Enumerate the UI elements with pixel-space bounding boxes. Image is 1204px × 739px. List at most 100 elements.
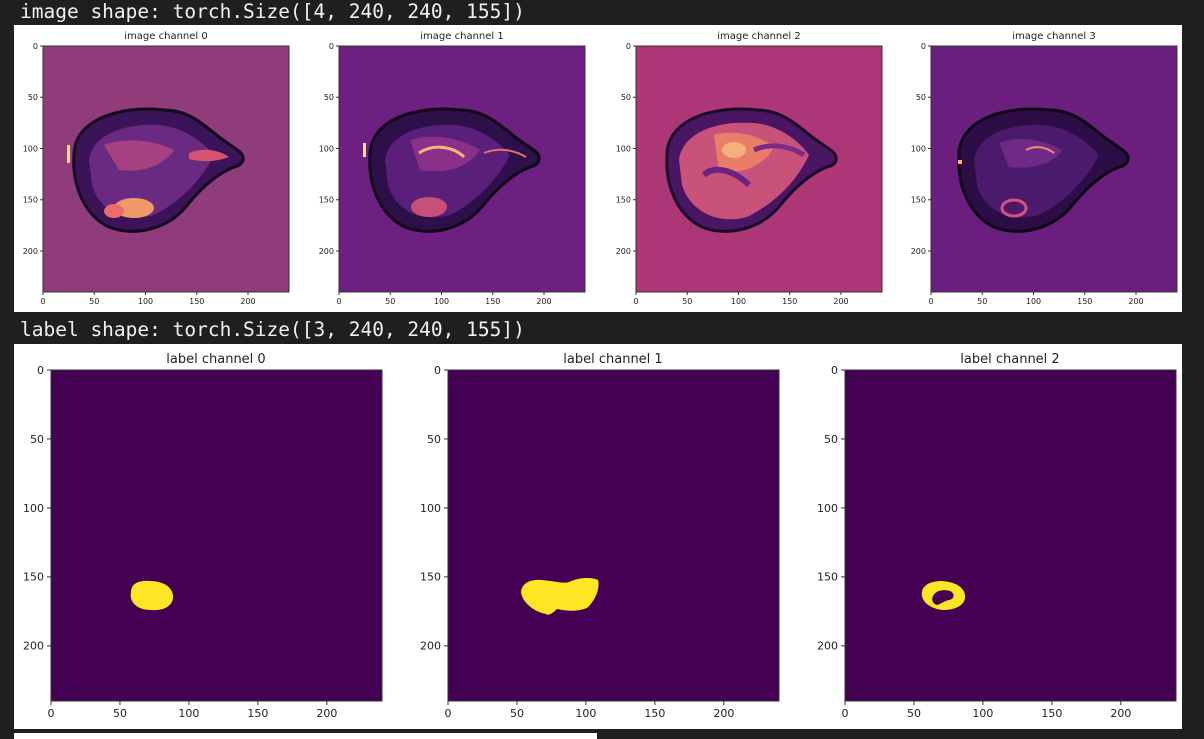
x-tick-label: 100 (575, 707, 596, 720)
x-tick-label: 100 (731, 297, 746, 306)
tumor-mask (130, 580, 174, 611)
x-tick-label: 200 (536, 297, 551, 306)
y-tick-label: 100 (420, 502, 441, 515)
x-tick-label: 100 (178, 707, 199, 720)
y-tick-label: 50 (916, 93, 926, 102)
brain-slice (67, 107, 245, 233)
y-tick-label: 0 (626, 42, 631, 51)
y-tick-label: 200 (23, 247, 38, 256)
image-panel-title: image channel 2 (717, 31, 800, 42)
image-panel-1: image channel 1 (338, 31, 586, 293)
x-tick-label: 150 (1077, 297, 1092, 306)
brain-slice (363, 107, 541, 233)
y-tick-label: 50 (30, 433, 44, 446)
label-background (845, 370, 1176, 701)
x-tick-label: 150 (1041, 707, 1062, 720)
x-tick-label: 50 (385, 297, 395, 306)
x-tick-label: 200 (833, 297, 848, 306)
x-tick-label: 0 (40, 297, 45, 306)
label-channels-figure: label channel 0 label channel 1 label ch… (14, 344, 1182, 729)
y-tick-label: 100 (319, 144, 334, 153)
y-tick-label: 150 (817, 571, 838, 584)
mask-hole (932, 590, 954, 605)
label-panel-0: label channel 0 (50, 352, 383, 702)
y-tick-label: 100 (23, 144, 38, 153)
label-panel-2: label channel 2 (844, 352, 1177, 702)
y-tick-label: 200 (23, 640, 44, 653)
x-tick-label: 100 (972, 707, 993, 720)
label-shape-output: label shape: torch.Size([3, 240, 240, 15… (20, 318, 525, 341)
x-tick-label: 150 (247, 707, 268, 720)
y-tick-label: 0 (831, 364, 838, 377)
label-panel-title: label channel 1 (563, 352, 662, 367)
y-tick-label: 0 (33, 42, 38, 51)
image-channels-figure: image channel 0 image channel 1 (14, 25, 1182, 312)
y-tick-label: 100 (616, 144, 631, 153)
x-tick-label: 150 (644, 707, 665, 720)
label-panel-title: label channel 0 (166, 352, 265, 367)
x-tick-label: 50 (510, 707, 524, 720)
x-tick-label: 0 (336, 297, 341, 306)
brain-slice (957, 107, 1130, 233)
x-tick-label: 100 (138, 297, 153, 306)
y-tick-label: 200 (817, 640, 838, 653)
y-tick-label: 100 (817, 502, 838, 515)
y-tick-label: 50 (621, 93, 631, 102)
image-channels-svg: image channel 0 image channel 1 (23, 31, 1178, 306)
x-tick-label: 50 (977, 297, 987, 306)
x-tick-label: 200 (713, 707, 734, 720)
label-panel-1: label channel 1 (447, 352, 780, 702)
image-panel-title: image channel 3 (1012, 31, 1095, 42)
tumor-mask (521, 577, 599, 615)
x-tick-label: 0 (928, 297, 933, 306)
x-tick-label: 0 (48, 707, 55, 720)
label-background (448, 370, 779, 701)
y-tick-label: 200 (420, 640, 441, 653)
x-tick-label: 200 (1128, 297, 1143, 306)
x-tick-label: 0 (445, 707, 452, 720)
x-tick-label: 150 (782, 297, 797, 306)
x-tick-label: 150 (485, 297, 500, 306)
x-tick-label: 0 (842, 707, 849, 720)
y-tick-label: 0 (329, 42, 334, 51)
x-tick-label: 50 (89, 297, 99, 306)
y-tick-label: 0 (37, 364, 44, 377)
y-tick-label: 50 (324, 93, 334, 102)
x-tick-label: 100 (434, 297, 449, 306)
image-panel-2: image channel 2 (635, 31, 883, 293)
x-tick-label: 0 (633, 297, 638, 306)
y-tick-label: 50 (28, 93, 38, 102)
y-tick-label: 50 (824, 433, 838, 446)
label-background (51, 370, 382, 701)
image-shape-output: image shape: torch.Size([4, 240, 240, 15… (20, 0, 525, 23)
y-tick-label: 150 (911, 196, 926, 205)
image-panel-3: image channel 3 (930, 31, 1178, 293)
y-tick-label: 150 (23, 571, 44, 584)
y-tick-label: 150 (420, 571, 441, 584)
x-tick-label: 50 (907, 707, 921, 720)
y-tick-label: 150 (319, 196, 334, 205)
x-tick-label: 200 (240, 297, 255, 306)
y-tick-label: 0 (921, 42, 926, 51)
label-panel-title: label channel 2 (960, 352, 1059, 367)
y-tick-label: 200 (911, 247, 926, 256)
y-tick-label: 200 (616, 247, 631, 256)
x-tick-label: 50 (113, 707, 127, 720)
y-tick-label: 0 (434, 364, 441, 377)
y-tick-label: 50 (427, 433, 441, 446)
image-panel-title: image channel 0 (124, 31, 207, 42)
y-tick-label: 150 (23, 196, 38, 205)
x-tick-label: 150 (189, 297, 204, 306)
image-panel-title: image channel 1 (420, 31, 503, 42)
image-panel-0: image channel 0 (42, 31, 290, 293)
y-tick-label: 200 (319, 247, 334, 256)
x-tick-label: 200 (1110, 707, 1131, 720)
x-tick-label: 200 (316, 707, 337, 720)
label-channels-svg: label channel 0 label channel 1 label ch… (23, 352, 1177, 720)
brain-slice (665, 107, 838, 233)
next-cell-edge (14, 733, 597, 739)
x-tick-label: 100 (1026, 297, 1041, 306)
x-tick-label: 50 (682, 297, 692, 306)
y-tick-label: 100 (911, 144, 926, 153)
y-tick-label: 150 (616, 196, 631, 205)
